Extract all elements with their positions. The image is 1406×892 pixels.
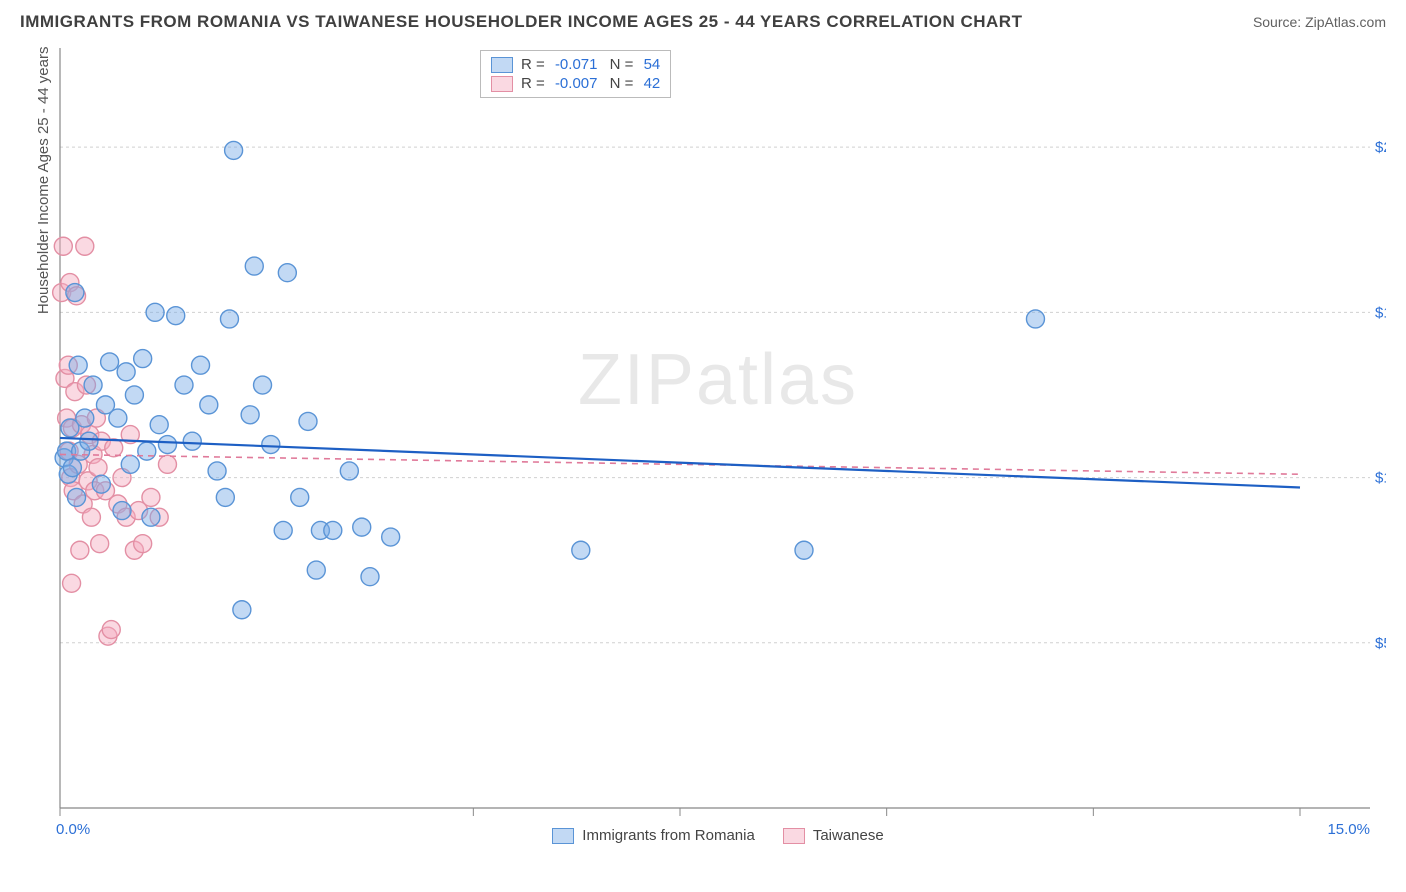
legend-n: N = 54	[605, 56, 660, 73]
y-tick-label: $50,000	[1375, 635, 1386, 652]
chart-area: Householder Income Ages 25 - 44 years $5…	[50, 48, 1386, 838]
series-legend-item: Immigrants from Romania	[552, 827, 755, 844]
series-legend-item: Taiwanese	[783, 827, 884, 844]
title-bar: IMMIGRANTS FROM ROMANIA VS TAIWANESE HOU…	[0, 0, 1406, 40]
series-legend-label: Taiwanese	[813, 827, 884, 844]
chart-source: Source: ZipAtlas.com	[1253, 14, 1386, 30]
correlation-legend: R = -0.071 N = 54R = -0.007 N = 42	[480, 50, 671, 98]
correlation-legend-row: R = -0.007 N = 42	[491, 74, 660, 93]
series-legend-label: Immigrants from Romania	[582, 827, 755, 844]
legend-r: R = -0.071	[521, 56, 597, 73]
y-tick-label: $200,000	[1375, 139, 1386, 156]
correlation-legend-row: R = -0.071 N = 54	[491, 55, 660, 74]
legend-swatch	[491, 57, 513, 73]
legend-swatch	[783, 828, 805, 844]
legend-r: R = -0.007	[521, 75, 597, 92]
y-tick-label: $100,000	[1375, 470, 1386, 487]
scatter-plot: $50,000$100,000$150,000$200,0000.0%15.0%	[50, 48, 1386, 838]
legend-swatch	[552, 828, 574, 844]
chart-title: IMMIGRANTS FROM ROMANIA VS TAIWANESE HOU…	[20, 12, 1022, 32]
y-tick-label: $150,000	[1375, 304, 1386, 321]
legend-n: N = 42	[605, 75, 660, 92]
series-legend: Immigrants from Romania Taiwanese	[50, 827, 1386, 844]
legend-swatch	[491, 76, 513, 92]
